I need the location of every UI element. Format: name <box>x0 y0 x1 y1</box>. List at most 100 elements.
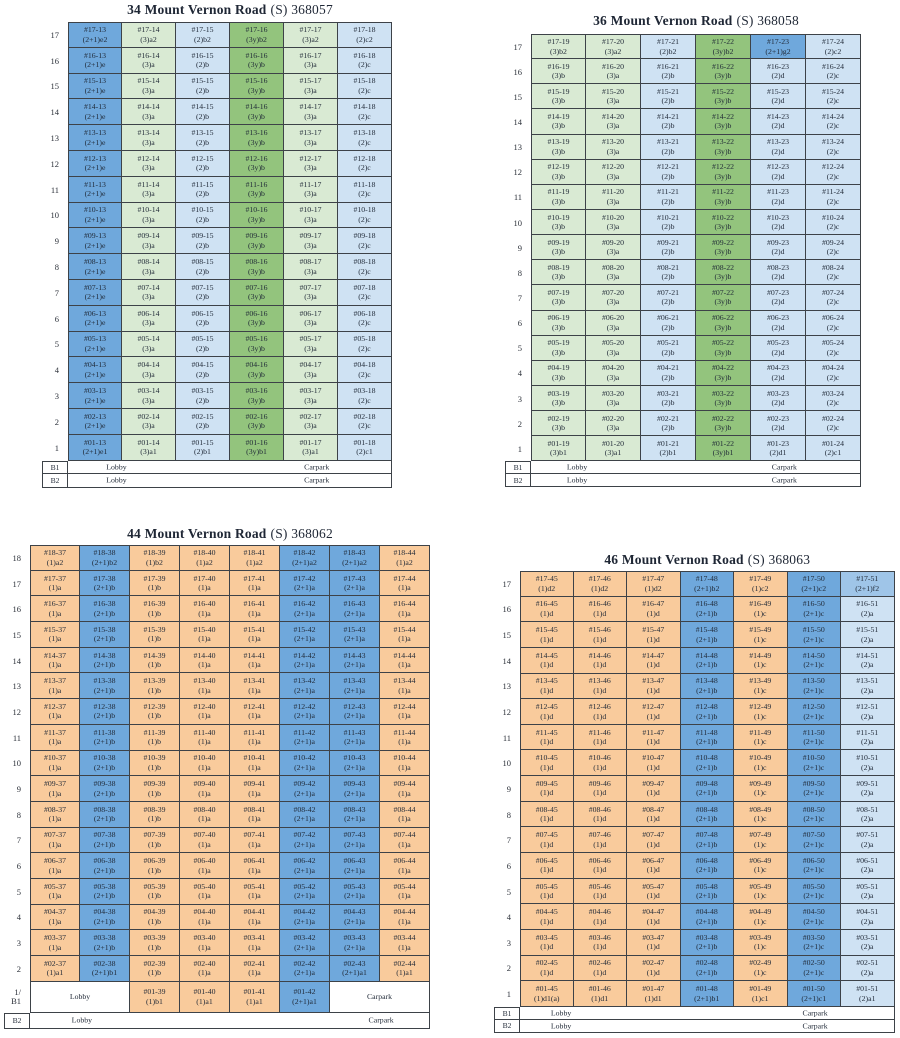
unit-cell: #03-44 (1)a <box>380 930 430 956</box>
unit-cell: #08-23 (2)d <box>751 260 806 286</box>
unit-cell: #16-22 (3y)b <box>696 59 751 85</box>
unit-cell: #09-41 (1)a <box>230 776 280 802</box>
unit-type: (2+1)c <box>803 967 825 977</box>
floor-label: 8 <box>16 809 21 820</box>
unit-type: (2+1)a1 <box>342 968 367 978</box>
unit-number: #10-23 <box>766 212 790 222</box>
unit-type: (2)a <box>860 634 874 644</box>
unit-number: #01-24 <box>821 438 845 448</box>
unit-cell: #12-46 (1)d <box>573 699 627 725</box>
unit-type: (2)c2 <box>824 46 842 56</box>
building-block-36: 36 Mount Vernon Road (S) 368058 17 #17-19 (3… <box>505 13 861 488</box>
unit-number: #03-45 <box>535 932 558 942</box>
unit-cell: #09-45 (1)d <box>520 776 574 802</box>
unit-cell: #12-51 (2)a <box>841 699 895 725</box>
unit-number: #15-19 <box>547 86 570 96</box>
unit-cell: #07-16 (3y)b <box>230 279 284 306</box>
unit-type: (3)a <box>606 121 620 131</box>
unit-type: (1)d1(a) <box>533 993 560 1003</box>
unit-number: #15-47 <box>642 625 665 635</box>
unit-number: #09-13 <box>83 231 107 241</box>
unit-type: (2+1)a <box>294 865 315 875</box>
unit-number: #10-45 <box>535 753 558 763</box>
unit-cell: #15-23 (2)d <box>751 84 806 110</box>
unit-cell: #04-20 (3)a <box>586 360 641 386</box>
unit-number: #11-23 <box>767 187 789 197</box>
unit-type: (1)a2 <box>246 557 263 567</box>
unit-number: #17-48 <box>695 574 718 584</box>
unit-number: #04-21 <box>656 363 680 373</box>
unit-number: #12-16 <box>245 153 268 163</box>
unit-cell: #08-21 (2)b <box>641 260 696 286</box>
unit-cell: #04-47 (1)d <box>627 904 681 930</box>
unit-type: (1)a <box>198 634 211 644</box>
unit-type: (1)b <box>148 891 161 901</box>
unit-cell: #04-48 (2+1)b <box>680 904 734 930</box>
unit-number: #13-40 <box>193 676 216 686</box>
unit-cell: #05-15 (2)b <box>176 331 230 358</box>
floor-label: 11 <box>50 184 59 195</box>
floor-label: 16 <box>513 66 523 77</box>
unit-type: (2)b <box>661 372 675 382</box>
unit-type: (1)a <box>398 762 411 772</box>
unit-cell: #02-44 (1)a1 <box>380 956 430 982</box>
unit-number: #02-22 <box>711 413 735 423</box>
floor-label: 6 <box>16 861 21 872</box>
unit-type: (2+1)b <box>696 634 718 644</box>
unit-type: (2+1)e <box>84 369 106 379</box>
unit-type: (1)d <box>593 814 607 824</box>
unit-cell: #02-38 (2+1)b1 <box>80 956 130 982</box>
unit-type: (2)b <box>661 96 675 106</box>
basement-label: B2 <box>505 474 531 488</box>
unit-type: (1)a <box>398 737 411 747</box>
unit-number: #05-15 <box>191 334 214 344</box>
unit-cell: #08-38 (2+1)b <box>80 801 130 828</box>
unit-cell: #08-48 (2+1)b <box>680 801 734 828</box>
floor-label: 2 <box>517 418 522 429</box>
unit-type: (2)c <box>358 111 371 121</box>
unit-cell: #17-50 (2+1)c2 <box>787 571 841 597</box>
unit-cell: #09-42 (2+1)a <box>280 776 330 802</box>
unit-cell: #16-42 (2+1)a <box>280 596 330 623</box>
unit-cell: #13-18 (2)c <box>338 125 392 151</box>
unit-type: (2+1)b <box>93 865 116 875</box>
unit-cell: #07-46 (1)d <box>573 827 627 854</box>
unit-type: (2)c1 <box>356 447 373 457</box>
unit-cell: #02-37 (1)a1 <box>30 956 80 982</box>
floor-label: 1 <box>517 443 522 454</box>
unit-type: (2)c <box>358 163 371 173</box>
unit-type: (3)a <box>304 421 317 431</box>
unit-number: #15-14 <box>137 76 160 86</box>
unit-cell: #15-22 (3y)b <box>696 84 751 110</box>
unit-number: #03-50 <box>802 932 825 942</box>
unit-type: (2)a <box>860 762 874 772</box>
unit-cell: #17-45 (1)d2 <box>520 571 574 597</box>
floor-label: 10 <box>513 217 523 228</box>
unit-type: (1)a1 <box>196 996 213 1006</box>
unit-cell: #14-17 (3)a <box>284 99 338 126</box>
unit-cell: #13-42 (2+1)a <box>280 673 330 700</box>
unit-number: #15-37 <box>43 624 67 634</box>
unit-cell: #14-13 (2+1)e <box>68 99 122 126</box>
unit-cell: #16-41 (1)a <box>230 596 280 623</box>
unit-number: #08-20 <box>601 262 625 272</box>
unit-number: #13-19 <box>547 137 570 147</box>
unit-type: (1)a <box>198 685 211 695</box>
unit-type: (2+1)a <box>294 660 315 670</box>
unit-cell: #15-42 (2+1)a <box>280 622 330 648</box>
unit-type: (2)d <box>771 398 785 408</box>
unit-type: (2)c <box>358 85 371 95</box>
unit-type: (3y)b <box>248 189 265 199</box>
unit-cell: #18-40 (1)a2 <box>180 545 230 571</box>
unit-type: (3)b1 <box>550 448 567 458</box>
unit-cell: #17-39 (1)b <box>130 570 180 597</box>
unit-cell: #17-13 (2+1)e2 <box>68 22 122 48</box>
basement-row: Lobby Carpark <box>30 1012 430 1029</box>
floor-label: 16 <box>502 604 512 615</box>
unit-cell: #07-41 (1)a <box>230 827 280 854</box>
unit-type: (2+1)b <box>696 608 718 618</box>
unit-cell: #03-15 (2)b <box>176 383 230 409</box>
unit-number: #06-45 <box>535 855 558 865</box>
unit-cell: #11-49 (1)c <box>734 724 788 751</box>
unit-type: (1)d <box>540 762 554 772</box>
